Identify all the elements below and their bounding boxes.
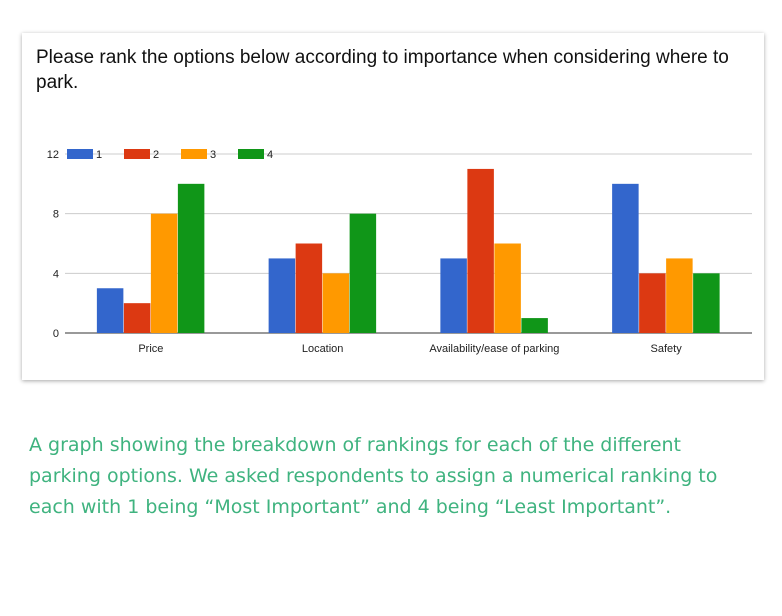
x-tick-label: Price [138,343,163,355]
legend-label: 3 [210,149,216,161]
legend-label: 4 [267,149,273,161]
y-tick-label: 12 [47,149,59,161]
bar-3-safety [666,258,693,333]
x-tick-label: Location [302,343,344,355]
y-tick-label: 0 [53,328,59,340]
y-tick-label: 4 [53,268,59,280]
legend-swatch-1 [67,149,93,159]
bar-4-price [177,183,205,333]
bar-1-safety [612,183,639,333]
legend-swatch-2 [124,149,150,159]
bar-4-availability-ease-of-parking [521,318,548,333]
chart-title: Please rank the options below according … [36,47,729,93]
bar-2-safety [639,273,666,333]
x-tick-label: Availability/ease of parking [429,343,559,355]
bar-4-location [349,213,377,333]
legend-swatch-3 [181,149,207,159]
x-tick-label: Safety [651,343,683,355]
legend-swatch-4 [238,149,264,159]
bar-2-location [295,243,323,333]
bar-1-availability-ease-of-parking [440,258,467,333]
bar-2-price [123,303,151,333]
bar-4-safety [693,273,720,333]
y-tick-label: 8 [53,209,59,221]
bar-1-price [96,288,124,333]
legend-label: 1 [96,149,102,161]
bar-3-location [322,273,350,333]
bar-3-price [150,213,178,333]
legend-label: 2 [153,149,159,161]
bar-3-availability-ease-of-parking [494,243,521,333]
bar-1-location [268,258,296,333]
chart-card: Please rank the options below according … [22,33,764,380]
bar-2-availability-ease-of-parking [467,168,494,333]
chart-caption: A graph showing the breakdown of ranking… [29,434,718,518]
